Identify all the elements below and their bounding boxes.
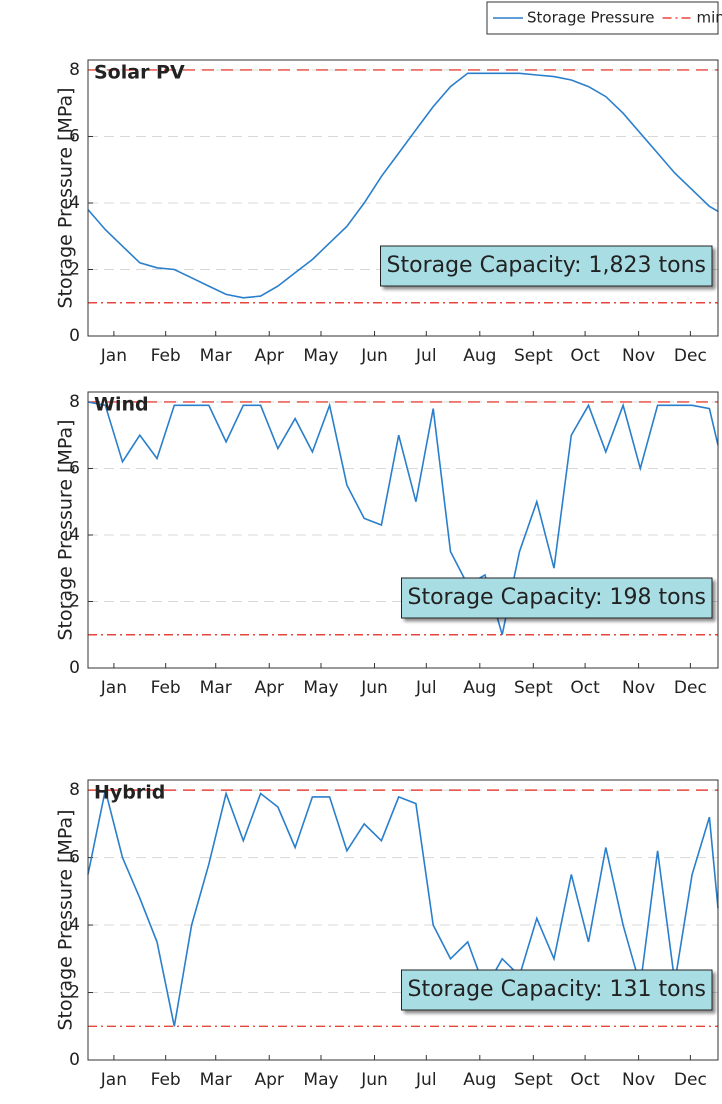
x-tick-label: Apr — [255, 1070, 284, 1090]
plot-frame — [87, 59, 719, 337]
plot-area — [88, 60, 718, 336]
y-tick-label: 4 — [69, 193, 80, 213]
pressure-line — [87, 72, 719, 299]
plot-area — [88, 780, 718, 1060]
annotation-box — [380, 245, 713, 287]
x-tick-label: May — [303, 1070, 338, 1090]
y-axis-label: Storage Pressure [MPa] — [55, 419, 77, 640]
y-tick-label: 6 — [69, 848, 80, 868]
plot-frame — [87, 779, 719, 1061]
x-tick-label: May — [303, 678, 338, 698]
x-tick-label: Oct — [570, 678, 600, 698]
y-tick-label: 6 — [69, 458, 80, 478]
y-axis-label: Storage Pressure [MPa] — [55, 87, 77, 308]
y-tick-label: 4 — [69, 915, 80, 935]
x-tick-label: Dec — [674, 346, 707, 366]
legend-box — [486, 1, 719, 35]
pressure-line — [87, 789, 719, 1027]
x-tick-label: Jun — [360, 346, 388, 366]
annotation: Storage Capacity: 131 tons — [401, 969, 713, 1011]
y-tick-label: 8 — [69, 780, 80, 800]
annotation-box — [401, 577, 713, 619]
x-tick-label: Jan — [100, 1070, 127, 1090]
x-tick-label: Jul — [415, 678, 437, 698]
x-tick-label: Feb — [151, 678, 181, 698]
x-tick-label: Jun — [360, 1070, 388, 1090]
y-tick-label: 2 — [69, 591, 80, 611]
pressure-line — [87, 401, 719, 635]
x-tick-label: Oct — [570, 346, 600, 366]
x-tick-label: Nov — [622, 1070, 655, 1090]
x-tick-label: Sept — [514, 678, 553, 698]
x-tick-label: Oct — [570, 1070, 600, 1090]
y-tick-label: 0 — [69, 658, 80, 678]
panel-title: Solar PV — [94, 62, 185, 84]
annotation: Storage Capacity: 1,823 tons — [380, 245, 713, 287]
annotation-box — [401, 969, 713, 1011]
x-tick-label: Nov — [622, 346, 655, 366]
x-tick-label: Apr — [255, 346, 284, 366]
x-tick-label: Mar — [200, 346, 232, 366]
y-axis-label: Storage Pressure [MPa] — [55, 809, 77, 1030]
y-tick-label: 4 — [69, 525, 80, 545]
y-tick-label: 2 — [69, 259, 80, 279]
annotation-text: Storage Capacity: 198 tons — [408, 585, 707, 610]
plot-frame — [87, 391, 719, 669]
annotation-text: Storage Capacity: 131 tons — [408, 977, 707, 1002]
y-tick-label: 0 — [69, 1050, 80, 1070]
annotation: Storage Capacity: 198 tons — [401, 577, 713, 619]
x-tick-label: Sept — [514, 346, 553, 366]
x-tick-label: Aug — [463, 1070, 496, 1090]
x-tick-label: Feb — [151, 1070, 181, 1090]
legend-label: min Pressure — [697, 9, 722, 27]
x-tick-label: May — [303, 346, 338, 366]
x-tick-label: Dec — [674, 678, 707, 698]
x-tick-label: Sept — [514, 1070, 553, 1090]
x-tick-label: Jun — [360, 678, 388, 698]
x-tick-label: Jul — [415, 1070, 437, 1090]
y-tick-label: 8 — [69, 60, 80, 80]
x-tick-label: Jan — [100, 346, 127, 366]
y-tick-label: 0 — [69, 326, 80, 346]
x-tick-label: Feb — [151, 346, 181, 366]
panel-title: Hybrid — [94, 782, 165, 804]
x-tick-label: Aug — [463, 678, 496, 698]
y-tick-label: 2 — [69, 983, 80, 1003]
y-tick-label: 8 — [69, 392, 80, 412]
x-tick-label: Jul — [415, 346, 437, 366]
x-tick-label: Apr — [255, 678, 284, 698]
legend-label: Storage Pressure — [527, 9, 655, 27]
plot-area — [88, 392, 718, 668]
x-tick-label: Dec — [674, 1070, 707, 1090]
y-tick-label: 6 — [69, 126, 80, 146]
x-tick-label: Mar — [200, 1070, 232, 1090]
annotation-text: Storage Capacity: 1,823 tons — [387, 253, 706, 278]
x-tick-label: Mar — [200, 678, 232, 698]
x-tick-label: Aug — [463, 346, 496, 366]
x-tick-label: Nov — [622, 678, 655, 698]
panel-title: Wind — [94, 394, 149, 416]
x-tick-label: Jan — [100, 678, 127, 698]
